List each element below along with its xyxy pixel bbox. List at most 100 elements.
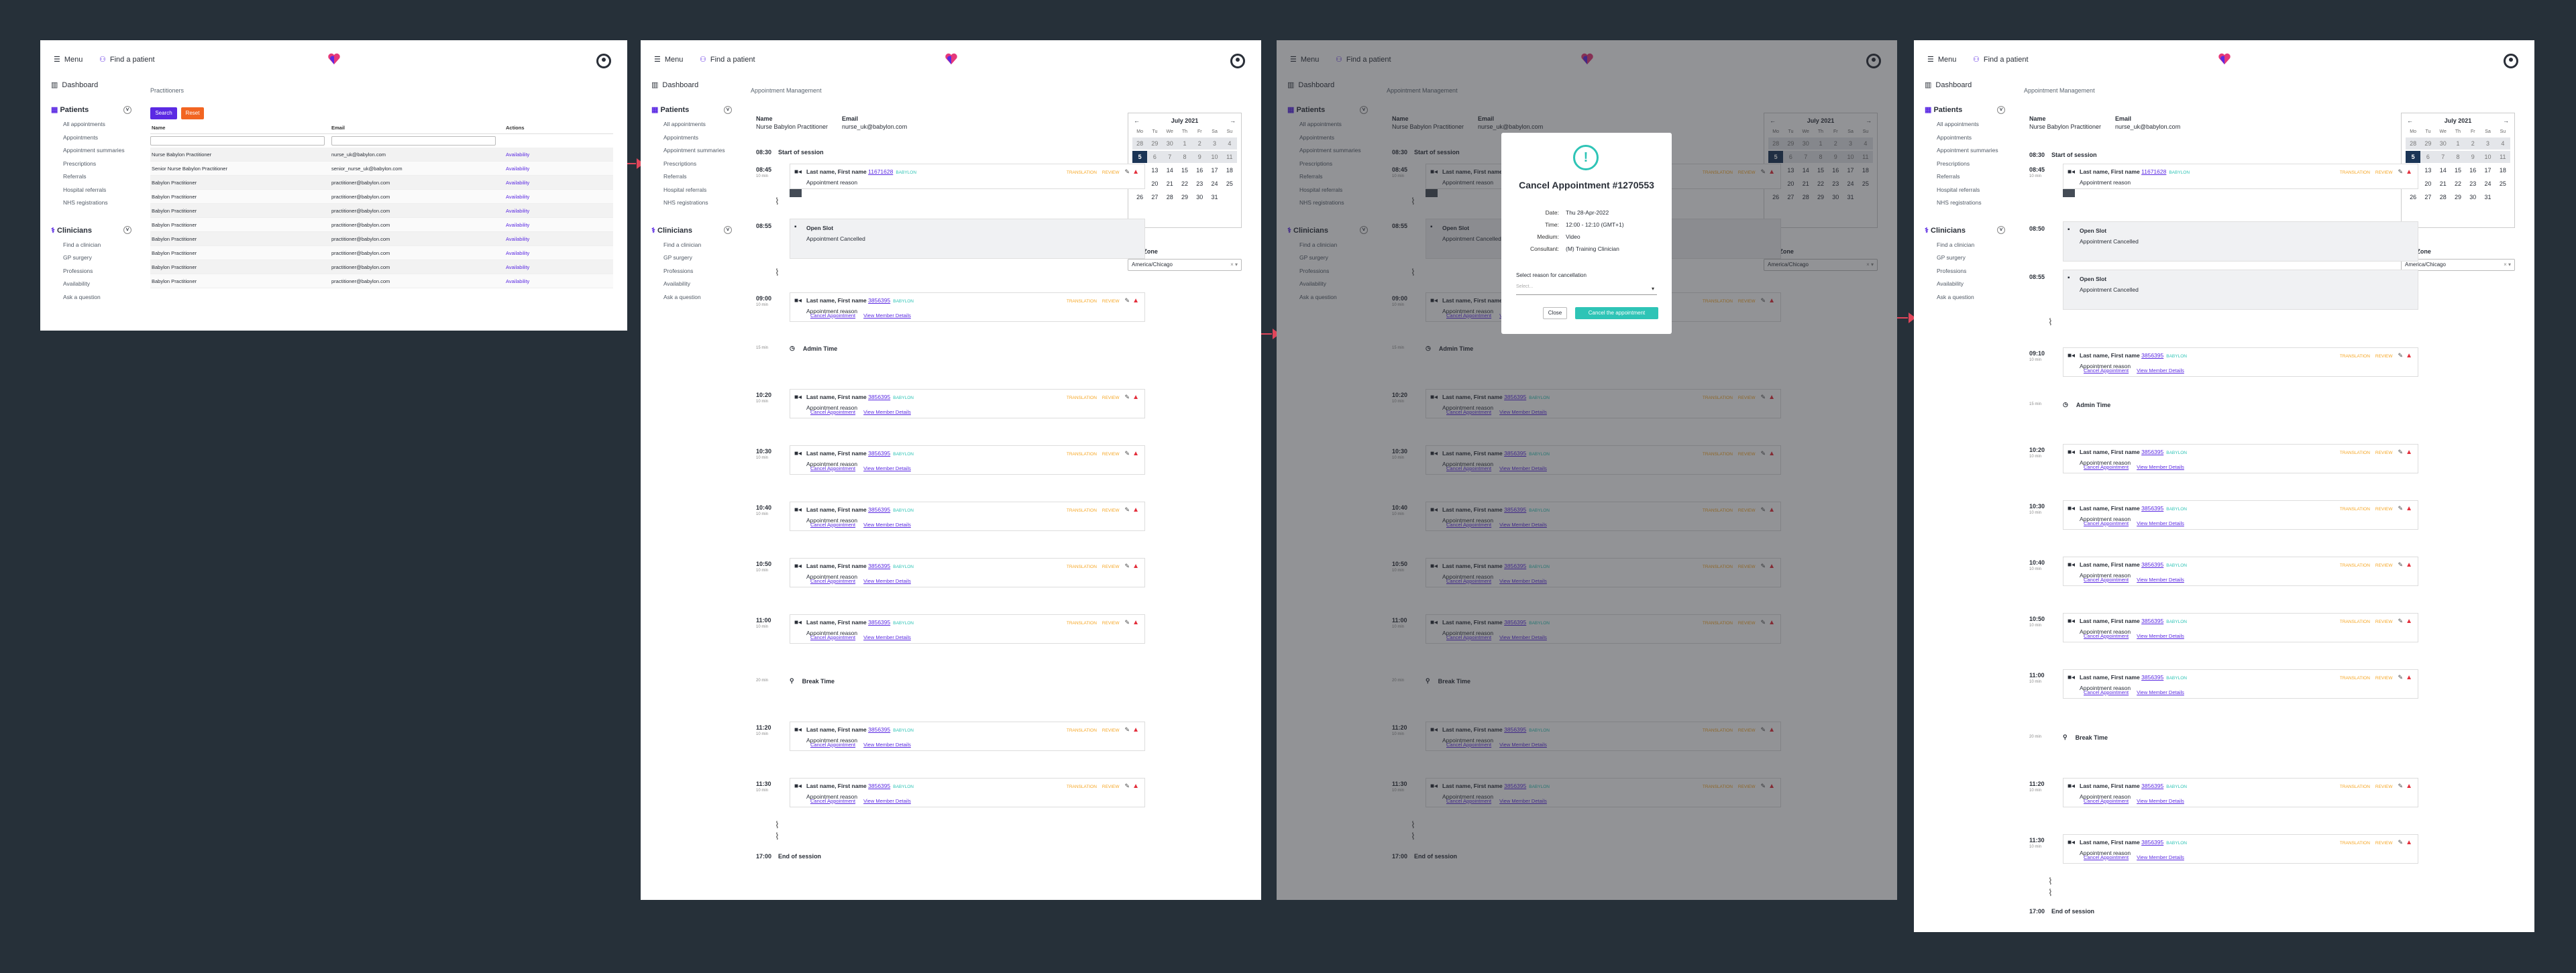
- sidebar-item-all-appointments[interactable]: All appointments: [663, 121, 706, 127]
- sidebar-dashboard[interactable]: ▥Dashboard: [51, 80, 131, 90]
- sidebar-item-appointment-summaries[interactable]: Appointment summaries: [1937, 147, 1998, 154]
- confirm-cancel-button[interactable]: Cancel the appointment: [1575, 307, 1658, 319]
- calendar-day[interactable]: 8: [2450, 151, 2466, 163]
- paperclip-icon[interactable]: ✎: [1124, 168, 1130, 175]
- sidebar-dashboard[interactable]: ▥Dashboard: [651, 80, 732, 90]
- view-member-link[interactable]: View Member Details: [863, 578, 911, 584]
- calendar-day[interactable]: 13: [1151, 167, 1159, 174]
- sidebar-item-all-appointments[interactable]: All appointments: [1937, 121, 1979, 127]
- sidebar-item-referrals[interactable]: Referrals: [1937, 173, 1960, 180]
- view-member-link[interactable]: View Member Details: [2137, 367, 2184, 374]
- calendar-day[interactable]: 11: [2495, 151, 2510, 163]
- patient-id-link[interactable]: 3856395: [868, 783, 891, 789]
- availability-link[interactable]: Availability: [506, 278, 530, 284]
- sidebar-clinicians-heading[interactable]: ⚕ Clinicians ˅: [1925, 226, 2005, 235]
- calendar-day[interactable]: 4: [2495, 137, 2510, 150]
- open-slot-card-cancelled[interactable]: ▪ Open Slot Appointment Cancelled: [2063, 270, 2418, 310]
- view-member-link[interactable]: View Member Details: [863, 312, 911, 319]
- sidebar-item-hospital-referrals[interactable]: Hospital referrals: [1937, 186, 1980, 193]
- paperclip-icon[interactable]: ✎: [1124, 297, 1130, 304]
- calendar-day[interactable]: 28: [2439, 194, 2447, 201]
- view-member-link[interactable]: View Member Details: [2137, 577, 2184, 583]
- sidebar-patients-heading[interactable]: ▦ Patients ˅: [1925, 105, 2005, 114]
- reason-select[interactable]: Select...: [1516, 284, 1657, 295]
- patient-id-link[interactable]: 3856395: [2141, 783, 2164, 789]
- calendar-day[interactable]: 3: [1207, 137, 1222, 150]
- cancel-appointment-link[interactable]: Cancel Appointment: [2084, 464, 2129, 470]
- availability-link[interactable]: Availability: [506, 249, 530, 256]
- sidebar-item-professions[interactable]: Professions: [1937, 267, 1967, 274]
- availability-link[interactable]: Availability: [506, 264, 530, 270]
- email-filter-input[interactable]: [331, 136, 496, 146]
- sidebar-dashboard[interactable]: ▥Dashboard: [1925, 80, 2005, 90]
- patient-id-link[interactable]: 3856395: [2141, 561, 2164, 568]
- sidebar-item-referrals[interactable]: Referrals: [63, 173, 87, 180]
- sidebar-item-find-clinician[interactable]: Find a clinician: [1937, 241, 1975, 248]
- sidebar-item-appointments[interactable]: Appointments: [1937, 133, 1972, 141]
- patient-id-link[interactable]: 3856395: [2141, 505, 2164, 512]
- calendar-day[interactable]: 24: [1211, 180, 1218, 187]
- paperclip-icon[interactable]: ✎: [2398, 839, 2404, 846]
- calendar-day[interactable]: 10: [2480, 151, 2496, 163]
- sidebar-item-prescriptions[interactable]: Prescriptions: [663, 160, 697, 167]
- sidebar-item-appointment-summaries[interactable]: Appointment summaries: [63, 147, 125, 154]
- paperclip-icon[interactable]: ✎: [2398, 449, 2404, 455]
- cancel-appointment-link[interactable]: Cancel Appointment: [810, 522, 856, 528]
- name-filter-input[interactable]: [150, 136, 325, 146]
- availability-link[interactable]: Availability: [506, 235, 530, 242]
- calendar-day[interactable]: 3: [2480, 137, 2496, 150]
- calendar-day[interactable]: 9: [2465, 151, 2481, 163]
- availability-link[interactable]: Availability: [506, 207, 530, 214]
- babylon-logo[interactable]: [2218, 52, 2231, 66]
- sidebar-item-appointments[interactable]: Appointments: [663, 133, 698, 141]
- calendar-day[interactable]: 21: [2439, 180, 2447, 187]
- calendar-day[interactable]: 29: [2454, 194, 2461, 201]
- sidebar-item-find-clinician[interactable]: Find a clinician: [663, 241, 702, 248]
- babylon-logo[interactable]: [327, 52, 341, 66]
- calendar-day[interactable]: 14: [1166, 167, 1173, 174]
- sidebar-item-availability[interactable]: Availability: [63, 280, 91, 287]
- profile-avatar[interactable]: [596, 54, 611, 68]
- availability-link[interactable]: Availability: [506, 221, 530, 228]
- availability-link[interactable]: Availability: [506, 151, 530, 158]
- paperclip-icon[interactable]: ✎: [2398, 561, 2404, 568]
- paperclip-icon[interactable]: ✎: [2398, 505, 2404, 512]
- patient-id-link[interactable]: 3856395: [2141, 674, 2164, 681]
- view-member-link[interactable]: View Member Details: [2137, 633, 2184, 639]
- calendar-day[interactable]: 23: [2469, 180, 2477, 187]
- cancel-appointment-link[interactable]: Cancel Appointment: [810, 465, 856, 471]
- calendar-day[interactable]: 30: [1162, 137, 1177, 150]
- calendar-day[interactable]: 6: [2420, 151, 2436, 163]
- calendar-day[interactable]: 18: [2499, 167, 2506, 174]
- sidebar-item-find-clinician[interactable]: Find a clinician: [63, 241, 101, 248]
- calendar-day[interactable]: 11: [1222, 151, 1237, 163]
- calendar-day[interactable]: 4: [1222, 137, 1237, 150]
- sidebar-item-availability[interactable]: Availability: [663, 280, 691, 287]
- paperclip-icon[interactable]: ✎: [1124, 394, 1130, 400]
- view-member-link[interactable]: View Member Details: [2137, 689, 2184, 695]
- calendar-day[interactable]: 5: [1132, 151, 1148, 163]
- cancel-appointment-link[interactable]: Cancel Appointment: [2084, 633, 2129, 639]
- calendar-day[interactable]: 27: [1151, 194, 1159, 201]
- calendar-day[interactable]: 22: [1181, 180, 1188, 187]
- patient-id-link[interactable]: 3856395: [868, 506, 891, 513]
- calendar-day[interactable]: 20: [2424, 180, 2432, 187]
- sidebar-item-gp-surgery[interactable]: GP surgery: [663, 254, 692, 261]
- patient-id-link[interactable]: 3856395: [868, 394, 891, 400]
- prev-month-button[interactable]: ←: [2407, 117, 2413, 124]
- cancel-appointment-link[interactable]: Cancel Appointment: [810, 578, 856, 584]
- paperclip-icon[interactable]: ✎: [1124, 726, 1130, 733]
- patient-id-link[interactable]: 3856395: [868, 563, 891, 569]
- cancel-appointment-link[interactable]: Cancel Appointment: [2084, 577, 2129, 583]
